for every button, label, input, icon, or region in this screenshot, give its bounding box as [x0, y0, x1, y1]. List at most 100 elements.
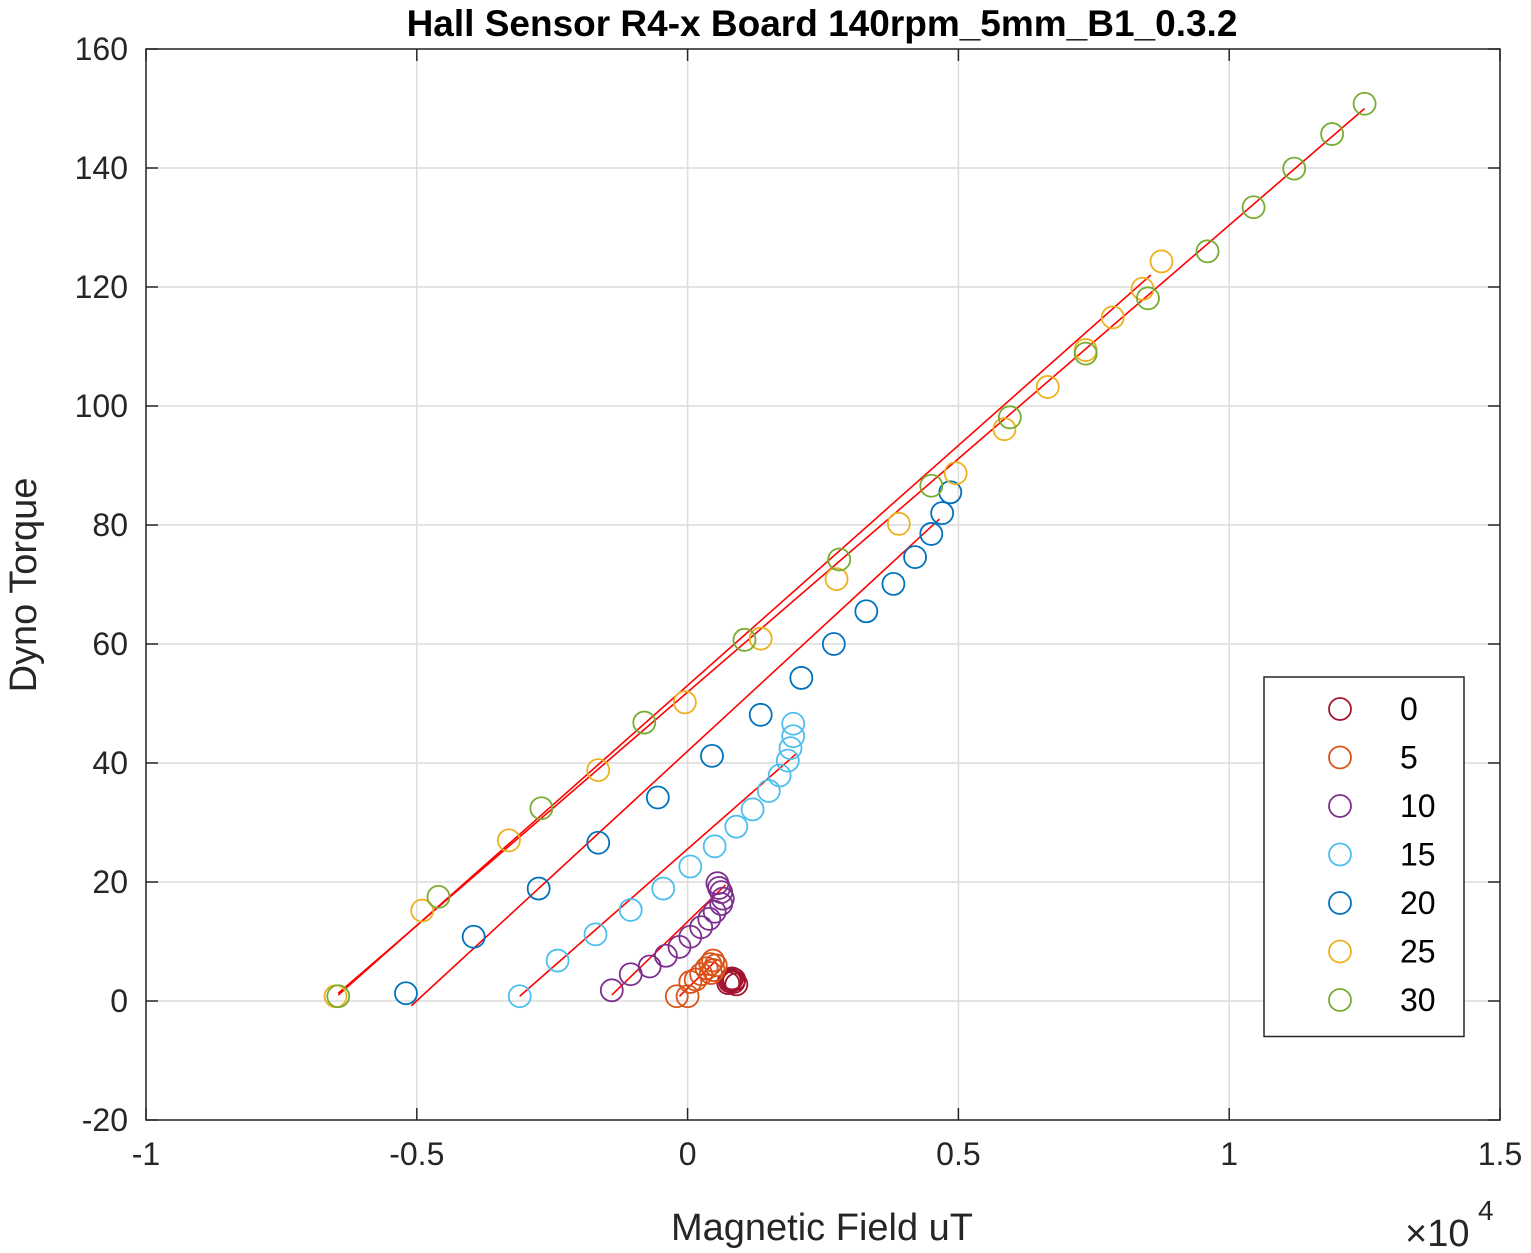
data-point	[756, 779, 781, 803]
x-tick-labels: -1 -0.5 0 0.5 1 1.5	[132, 1136, 1522, 1172]
data-point	[824, 567, 849, 592]
data-point	[821, 632, 846, 656]
legend: 0 5 10 15 20 25 30	[1263, 676, 1465, 1038]
data-point	[326, 984, 351, 1009]
data-point	[461, 924, 486, 949]
x-exponent: ×10 4	[1405, 1195, 1494, 1253]
data-point	[705, 871, 730, 896]
data-point	[775, 748, 800, 773]
y-tick-label: 60	[92, 626, 128, 662]
data-point	[586, 758, 611, 783]
fit-lines	[337, 107, 1366, 1007]
x-tick-label: 1	[1220, 1136, 1238, 1172]
data-point	[992, 417, 1017, 442]
series-30-points	[326, 91, 1377, 1009]
data-point	[789, 666, 814, 690]
y-tick-label: 140	[75, 150, 128, 186]
data-point	[748, 626, 773, 651]
data-point	[1195, 239, 1220, 264]
y-tick-labels: -20 0 20 40 60 80 100 120 140 160	[75, 31, 128, 1138]
data-point	[781, 711, 806, 736]
y-tick-label: 160	[75, 31, 128, 67]
data-point	[664, 984, 689, 1009]
y-tick-label: 20	[92, 864, 128, 900]
data-point	[426, 884, 451, 909]
data-point	[645, 785, 670, 810]
data-point	[1241, 195, 1266, 220]
data-point	[1282, 156, 1307, 181]
data-point	[678, 854, 703, 879]
legend-marker	[1328, 794, 1352, 818]
legend-marker	[1328, 697, 1352, 721]
data-point	[1149, 249, 1174, 274]
data-point	[496, 828, 521, 853]
data-point	[778, 736, 803, 761]
data-point	[930, 501, 955, 525]
data-point	[675, 984, 700, 1009]
data-point	[724, 814, 749, 839]
data-point	[854, 599, 879, 624]
data-point	[701, 958, 726, 982]
y-tick-label: 80	[92, 507, 128, 543]
legend-marker	[1328, 745, 1352, 770]
data-points	[323, 91, 1377, 1009]
data-point	[919, 522, 944, 546]
y-tick-label: 120	[75, 269, 128, 305]
x-tick-label: 0.5	[936, 1136, 980, 1172]
data-point	[529, 796, 554, 821]
data-point	[722, 967, 747, 992]
x-tick-label: -1	[132, 1136, 160, 1172]
series-5-points	[664, 948, 728, 1009]
data-point	[732, 627, 757, 652]
x-exponent-power: 4	[1478, 1195, 1494, 1226]
chart-title: Hall Sensor R4-x Board 140rpm_5mm_B1_0.3…	[407, 3, 1238, 44]
data-point	[507, 984, 532, 1009]
data-point	[618, 898, 643, 922]
fit-line-30	[337, 107, 1366, 994]
data-point	[394, 981, 418, 1006]
x-tick-label: 1.5	[1478, 1136, 1522, 1172]
data-point	[1073, 341, 1098, 366]
data-point	[545, 948, 570, 973]
data-point	[997, 405, 1022, 430]
series-15-points	[507, 711, 806, 1009]
data-point	[599, 978, 624, 1003]
data-point	[698, 961, 723, 985]
data-point	[1352, 91, 1377, 116]
data-point	[526, 876, 551, 901]
series-10-points	[599, 871, 735, 1003]
data-point	[689, 915, 714, 940]
data-point	[651, 876, 676, 901]
y-tick-label: 0	[110, 983, 128, 1019]
data-point	[697, 906, 722, 931]
data-point	[919, 473, 944, 498]
data-point	[632, 710, 657, 735]
legend-marker	[1328, 891, 1352, 915]
y-axis-label: Dyno Torque	[3, 478, 45, 693]
data-point	[767, 763, 792, 788]
y-tick-label: 100	[75, 388, 128, 424]
axes	[145, 48, 1501, 1121]
y-tick-label: 40	[92, 745, 128, 781]
data-point	[1320, 122, 1345, 146]
x-tick-label: 0	[679, 1136, 697, 1172]
legend-marker	[1328, 988, 1352, 1012]
x-axis-label: Magnetic Field uT	[671, 1207, 973, 1249]
legend-marker	[1328, 842, 1352, 867]
legend-label: 30	[1400, 982, 1436, 1018]
legend-marker	[1328, 939, 1352, 964]
data-point	[781, 724, 806, 749]
data-point	[637, 954, 662, 979]
data-point	[672, 690, 697, 715]
fit-line-20	[410, 518, 940, 1007]
data-point	[1100, 305, 1125, 330]
data-point	[740, 797, 765, 822]
data-point	[701, 948, 725, 973]
legend-label: 0	[1400, 691, 1418, 727]
x-tick-label: -0.5	[389, 1136, 444, 1172]
data-point	[748, 702, 773, 727]
fit-line-25	[337, 274, 1152, 996]
data-point	[700, 743, 724, 768]
fit-line-15	[519, 753, 797, 997]
